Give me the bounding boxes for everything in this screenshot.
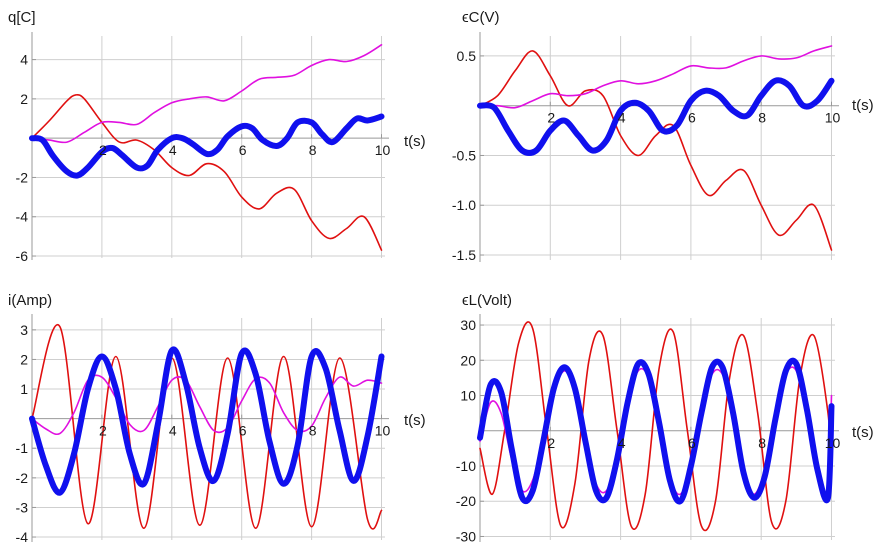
y-axis-title: i(Amp): [8, 292, 52, 309]
x-tick-label: 2: [99, 142, 107, 158]
x-tick-label: 2: [547, 110, 555, 126]
y-tick-label: 30: [460, 317, 476, 333]
y-tick-label: 4: [20, 52, 28, 68]
y-tick-label: -1.5: [452, 247, 476, 263]
y-tick-label: -0.5: [452, 147, 476, 163]
y-tick-label: -6: [16, 248, 29, 264]
chart-panel-inductor-voltage: 2 4 6 8 10 -30 -20 -10 10 20 30 ϵL(Volt) t(s): [456, 292, 874, 544]
y-tick-label: -3: [16, 499, 29, 515]
x-tick-label: 4: [618, 435, 626, 451]
x-axis-title: t(s): [852, 97, 874, 114]
x-tick-label: 10: [375, 423, 391, 439]
series-line-0: [479, 50, 833, 251]
series-line-2: [29, 113, 385, 179]
y-tick-label: -20: [456, 493, 476, 509]
y-tick-label: 3: [20, 322, 28, 338]
series-line-0: [31, 323, 383, 530]
y-tick-label: 0.5: [457, 48, 477, 64]
series-line-2: [477, 77, 835, 156]
y-axis-title: q[C]: [8, 9, 36, 26]
series-line-2: [29, 346, 385, 496]
y-tick-label: 2: [20, 91, 28, 107]
y-tick-label: 20: [460, 352, 476, 368]
series-line-1: [31, 44, 383, 144]
x-tick-label: 4: [169, 423, 177, 439]
x-tick-label: 6: [239, 423, 247, 439]
x-tick-label: 10: [375, 142, 391, 158]
y-tick-label: 1: [20, 381, 28, 397]
y-tick-label: -1.0: [452, 197, 476, 213]
y-tick-label: 2: [20, 351, 28, 367]
x-axis-title: t(s): [404, 412, 426, 429]
y-tick-label: -1: [16, 440, 29, 456]
chart-panel-charge: 2 4 6 8 10 -6 -4 -2 2 4 q[C] t(s): [8, 9, 426, 264]
y-tick-label: -4: [16, 209, 29, 225]
x-tick-label: 2: [547, 435, 555, 451]
y-tick-label: -2: [16, 169, 29, 185]
x-axis-title: t(s): [404, 133, 426, 150]
y-tick-label: -4: [16, 529, 29, 545]
series-line-0: [479, 321, 833, 532]
chart-panel-current: 2 4 6 8 10 -4 -3 -2 -1 1 2 3 i(Amp) t(s): [8, 292, 426, 545]
x-tick-label: 10: [825, 435, 841, 451]
x-tick-label: 6: [239, 142, 247, 158]
y-axis-title: ϵC(V): [462, 9, 499, 26]
x-tick-label: 10: [825, 110, 841, 126]
series-line-0: [31, 93, 383, 251]
x-tick-label: 6: [688, 435, 696, 451]
series-line-1: [479, 45, 833, 109]
x-tick-label: 8: [758, 110, 766, 126]
x-tick-label: 6: [688, 110, 696, 126]
y-tick-label: 10: [460, 388, 476, 404]
y-tick-label: -10: [456, 458, 476, 474]
x-tick-label: 4: [618, 110, 626, 126]
x-tick-label: 8: [309, 142, 317, 158]
y-tick-label: -30: [456, 528, 476, 544]
x-tick-label: 8: [758, 435, 766, 451]
y-tick-label: -2: [16, 470, 29, 486]
y-axis-title: ϵL(Volt): [462, 292, 512, 309]
x-axis-title: t(s): [852, 424, 874, 441]
x-tick-label: 2: [99, 423, 107, 439]
series-line-2: [477, 357, 835, 505]
x-tick-label: 4: [169, 142, 177, 158]
x-tick-label: 8: [309, 423, 317, 439]
chart-panel-capacitor-voltage: 2 4 6 8 10 -1.5 -1.0 -0.5 0.5 ϵC(V) t(s): [452, 9, 874, 263]
